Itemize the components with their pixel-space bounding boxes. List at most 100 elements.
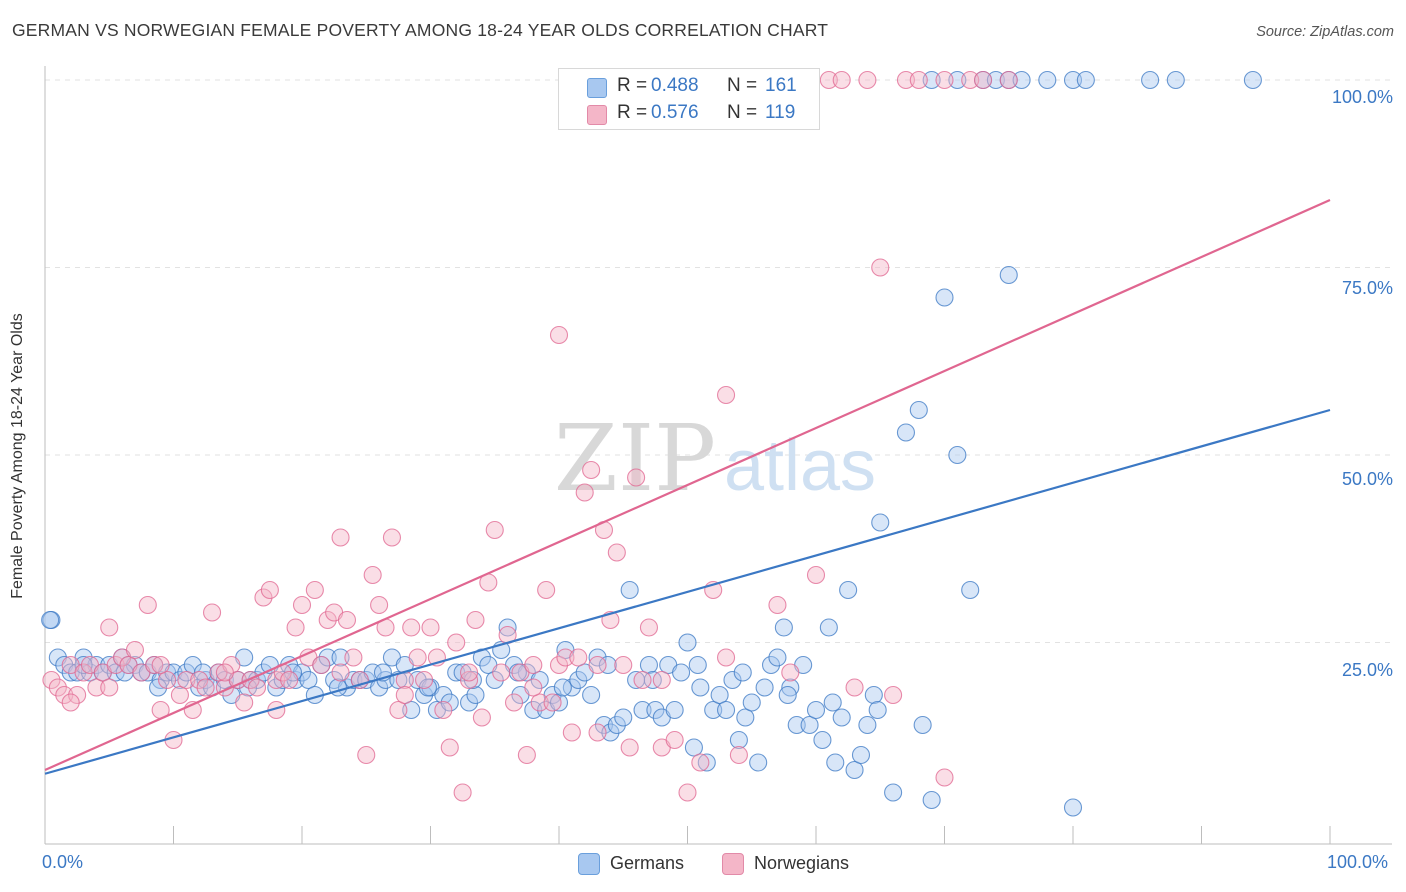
data-point: [286, 618, 305, 637]
norwegians-trend-line: [44, 198, 1331, 772]
data-point: [149, 678, 168, 697]
data-point: [819, 70, 838, 90]
norwegians-swatch: [587, 105, 607, 125]
data-point: [864, 685, 883, 705]
data-point: [402, 700, 421, 720]
data-point: [106, 655, 125, 675]
data-point: [896, 70, 916, 90]
data-point: [588, 655, 607, 675]
data-point: [884, 685, 903, 705]
data-point: [1243, 70, 1262, 90]
data-point: [913, 715, 932, 735]
data-point: [813, 730, 832, 750]
data-point: [466, 610, 485, 630]
data-point: [215, 663, 234, 682]
data-point: [749, 753, 768, 772]
data-point: [203, 603, 222, 622]
data-point: [935, 70, 954, 90]
data-point: [158, 670, 177, 690]
data-point: [607, 715, 626, 735]
data-point: [665, 730, 684, 750]
data-point: [678, 633, 697, 652]
data-point: [839, 580, 858, 600]
data-point: [562, 723, 581, 742]
data-point: [909, 70, 928, 90]
data-point: [337, 610, 357, 630]
data-point: [614, 655, 633, 675]
data-point: [299, 670, 318, 690]
data-point: [331, 528, 350, 547]
data-point: [292, 595, 312, 615]
data-point: [382, 528, 402, 547]
data-point: [806, 700, 826, 720]
x-tick-label: 0.0%: [42, 852, 84, 872]
data-point: [633, 670, 652, 690]
data-point: [774, 618, 793, 637]
data-point: [524, 678, 543, 697]
legend-item-norwegians[interactable]: Norwegians: [722, 852, 882, 878]
legend-item-germans[interactable]: Germans: [578, 852, 708, 878]
data-point: [434, 700, 453, 720]
source-label: Source: ZipAtlas.com: [1256, 24, 1394, 40]
data-point: [549, 655, 569, 675]
data-point: [723, 670, 742, 690]
data-point: [826, 753, 845, 772]
data-point: [871, 513, 890, 532]
data-point: [485, 670, 504, 690]
data-point: [318, 610, 337, 630]
data-point: [318, 648, 337, 667]
data-point: [716, 648, 736, 667]
data-point: [100, 618, 119, 637]
data-point: [453, 783, 472, 802]
trend-lines: [44, 198, 1331, 775]
data-point: [170, 670, 189, 690]
y-axis-label: Female Poverty Among 18-24 Year Olds: [9, 313, 26, 599]
data-point: [453, 663, 472, 682]
data-point: [665, 700, 684, 720]
data-point: [607, 543, 626, 562]
data-point: [145, 655, 164, 675]
data-point: [331, 663, 350, 682]
data-point: [440, 738, 459, 757]
data-point: [549, 693, 569, 712]
data-point: [151, 655, 170, 675]
data-point: [183, 655, 202, 675]
stats-box: R = 0.488 N = 161 R = 0.576 N = 119: [558, 68, 820, 130]
data-point: [1063, 70, 1083, 90]
data-point: [639, 655, 659, 675]
data-point: [935, 288, 954, 307]
data-point: [74, 663, 93, 682]
data-point: [999, 265, 1018, 285]
data-point: [588, 648, 607, 667]
data-point: [1038, 70, 1057, 90]
germans-legend-swatch: [578, 853, 600, 875]
data-point: [524, 655, 543, 675]
data-point: [485, 520, 504, 540]
data-point: [582, 685, 601, 705]
data-point: [235, 693, 254, 712]
n-value: 119: [765, 102, 796, 123]
data-point: [781, 663, 800, 682]
data-point: [459, 693, 479, 712]
data-point: [305, 580, 324, 600]
norwegians-legend-swatch: [722, 853, 744, 875]
data-point: [778, 685, 797, 705]
data-point: [1012, 70, 1031, 90]
data-point: [421, 618, 440, 637]
y-tick-label: 25.0%: [1341, 660, 1393, 680]
data-point: [729, 730, 748, 750]
data-point: [819, 618, 838, 637]
data-point: [87, 678, 106, 697]
data-point: [961, 580, 980, 600]
n-label: N =: [727, 102, 758, 123]
data-point: [215, 670, 234, 690]
data-point: [389, 700, 408, 720]
data-point: [61, 693, 80, 712]
data-point: [999, 70, 1018, 90]
data-point: [492, 663, 511, 682]
data-point: [845, 678, 864, 697]
data-point: [688, 655, 707, 675]
data-point: [312, 655, 331, 675]
data-point: [459, 670, 479, 690]
data-point: [800, 715, 819, 735]
